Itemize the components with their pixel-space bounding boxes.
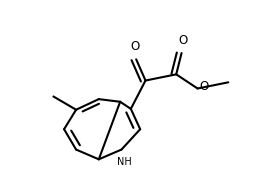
Text: O: O [199, 80, 208, 93]
Text: O: O [178, 34, 187, 47]
Text: O: O [130, 40, 139, 53]
Text: NH: NH [117, 157, 132, 167]
